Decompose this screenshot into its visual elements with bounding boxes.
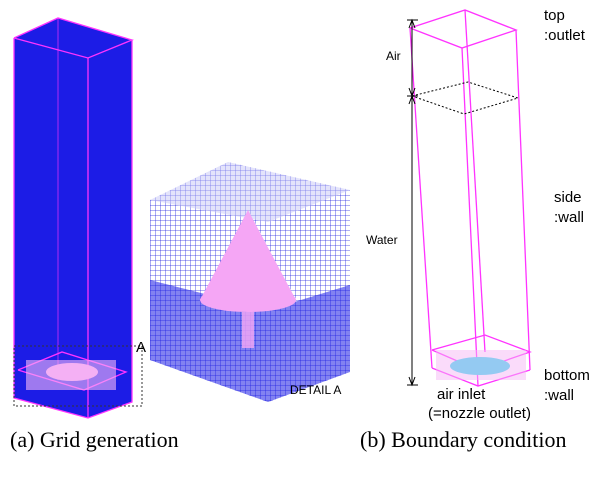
water-label: Water: [366, 233, 398, 247]
top-label: top: [544, 7, 565, 24]
figure: A DETAIL A (a) Grid generation top :outl…: [0, 0, 612, 482]
caption-a: (a) Grid generation: [10, 427, 179, 452]
boundary-domain: [407, 10, 530, 386]
bottom-type: :wall: [544, 387, 574, 404]
top-type: :outlet: [544, 27, 586, 44]
callout: A: [136, 339, 146, 356]
detail-mesh: [150, 162, 350, 402]
inlet-note: (=nozzle outlet): [428, 405, 531, 422]
inlet-label: air inlet: [437, 386, 486, 403]
side-type: :wall: [554, 209, 584, 226]
grid-domain: [14, 18, 132, 418]
air-label: Air: [386, 49, 401, 63]
caption-b: (b) Boundary condition: [360, 427, 567, 452]
detail-label: DETAIL A: [290, 383, 341, 397]
bottom-label: bottom: [544, 367, 590, 384]
side-label: side: [554, 189, 582, 206]
